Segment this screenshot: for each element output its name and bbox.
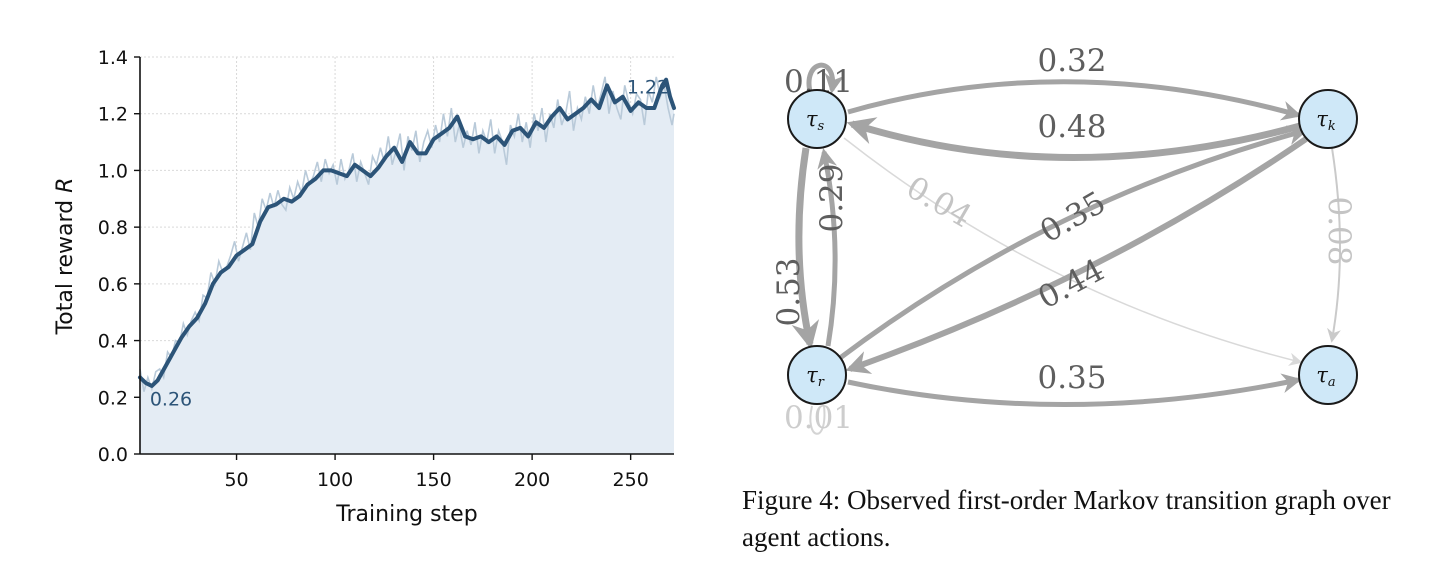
edge-s-a [843, 137, 1303, 366]
svg-text:τk: τk [1316, 107, 1336, 134]
x-tick-label: 100 [317, 469, 353, 491]
node-tau-k: τk [1298, 89, 1358, 149]
y-tick-label: 1.4 [98, 47, 128, 69]
reward-chart: 50 100 150 200 250 0.0 0.2 0.4 0.6 0.8 1.0 1.2 1.4 T… [53, 47, 676, 527]
y-tick-label: 0.6 [98, 274, 128, 296]
edge-k-r [845, 136, 1308, 374]
chart-ticks: 50 100 150 200 250 0.0 0.2 0.4 0.6 0.8 1.0 1.2 1.4 [98, 47, 649, 491]
edge-r-r [809, 405, 826, 435]
smoothed-reward-line [138, 77, 676, 388]
edge-k-s [846, 117, 1301, 161]
edge-label-r-a: 0.35 [1037, 360, 1106, 396]
value-annotation: 1.22 [627, 76, 669, 98]
edge-s-s [806, 62, 845, 99]
x-tick-label: 250 [613, 469, 649, 491]
node-tau-a: τa [1298, 345, 1358, 405]
node-tau-k-base: τ [1316, 107, 1328, 131]
edge-label-s-a: 0.04 [900, 169, 978, 235]
node-tau-s-sub: s [817, 119, 824, 134]
y-axis-label-variable: R [53, 178, 78, 193]
edge-label-k-a: 0.08 [1321, 196, 1357, 265]
markov-transition-graph: 0.11 0.32 0.48 0.53 0.29 0.04 0.35 0.44 … [771, 43, 1358, 436]
edge-r-k [838, 125, 1308, 360]
y-tick-label: 0.8 [98, 217, 128, 239]
edge-label-k-s: 0.48 [1037, 109, 1106, 145]
edge-label-s-k: 0.32 [1037, 43, 1106, 79]
node-tau-r-sub: r [818, 375, 825, 390]
node-tau-a-base: τ [1316, 363, 1328, 387]
chart-plot-area [138, 76, 676, 454]
y-tick-label: 1.2 [98, 104, 128, 126]
edge-s-r [791, 147, 820, 350]
edge-r-a [847, 373, 1302, 407]
node-tau-r: τr [787, 345, 847, 405]
svg-text:τa: τa [1316, 363, 1335, 390]
node-tau-k-sub: k [1328, 119, 1336, 134]
x-tick-label: 200 [514, 469, 550, 491]
edge-label-r-k: 0.35 [1034, 184, 1112, 250]
node-tau-s: τs [787, 89, 847, 149]
svg-text:τr: τr [806, 363, 825, 390]
edge-r-s [817, 148, 838, 347]
edge-label-s-r: 0.53 [771, 257, 807, 326]
y-axis-label-text: Total reward [53, 193, 78, 336]
y-tick-label: 0.0 [98, 444, 128, 466]
x-axis-label: Training step [335, 502, 477, 527]
node-tau-r-base: τ [806, 363, 818, 387]
x-tick-label: 50 [224, 469, 248, 491]
chart-axes [139, 57, 674, 455]
svg-text:τs: τs [806, 107, 825, 134]
node-tau-a-sub: a [1328, 375, 1336, 390]
y-tick-label: 0.4 [98, 331, 128, 353]
y-axis-label: Total reward R [53, 178, 78, 336]
edge-label-r-r: 0.01 [784, 400, 853, 436]
figure-caption: Figure 4: Observed first-order Markov tr… [742, 485, 1391, 552]
chart-annotations: 0.26 1.22 [150, 76, 669, 410]
y-tick-label: 1.0 [98, 160, 128, 182]
x-tick-label: 150 [415, 469, 451, 491]
edge-label-r-s: 0.29 [814, 163, 850, 232]
y-tick-label: 0.2 [98, 387, 128, 409]
area-fill [140, 79, 674, 454]
edge-k-a [1327, 147, 1341, 343]
node-tau-s-base: τ [806, 107, 818, 131]
edge-s-k [847, 79, 1302, 121]
value-annotation: 0.26 [150, 388, 192, 410]
